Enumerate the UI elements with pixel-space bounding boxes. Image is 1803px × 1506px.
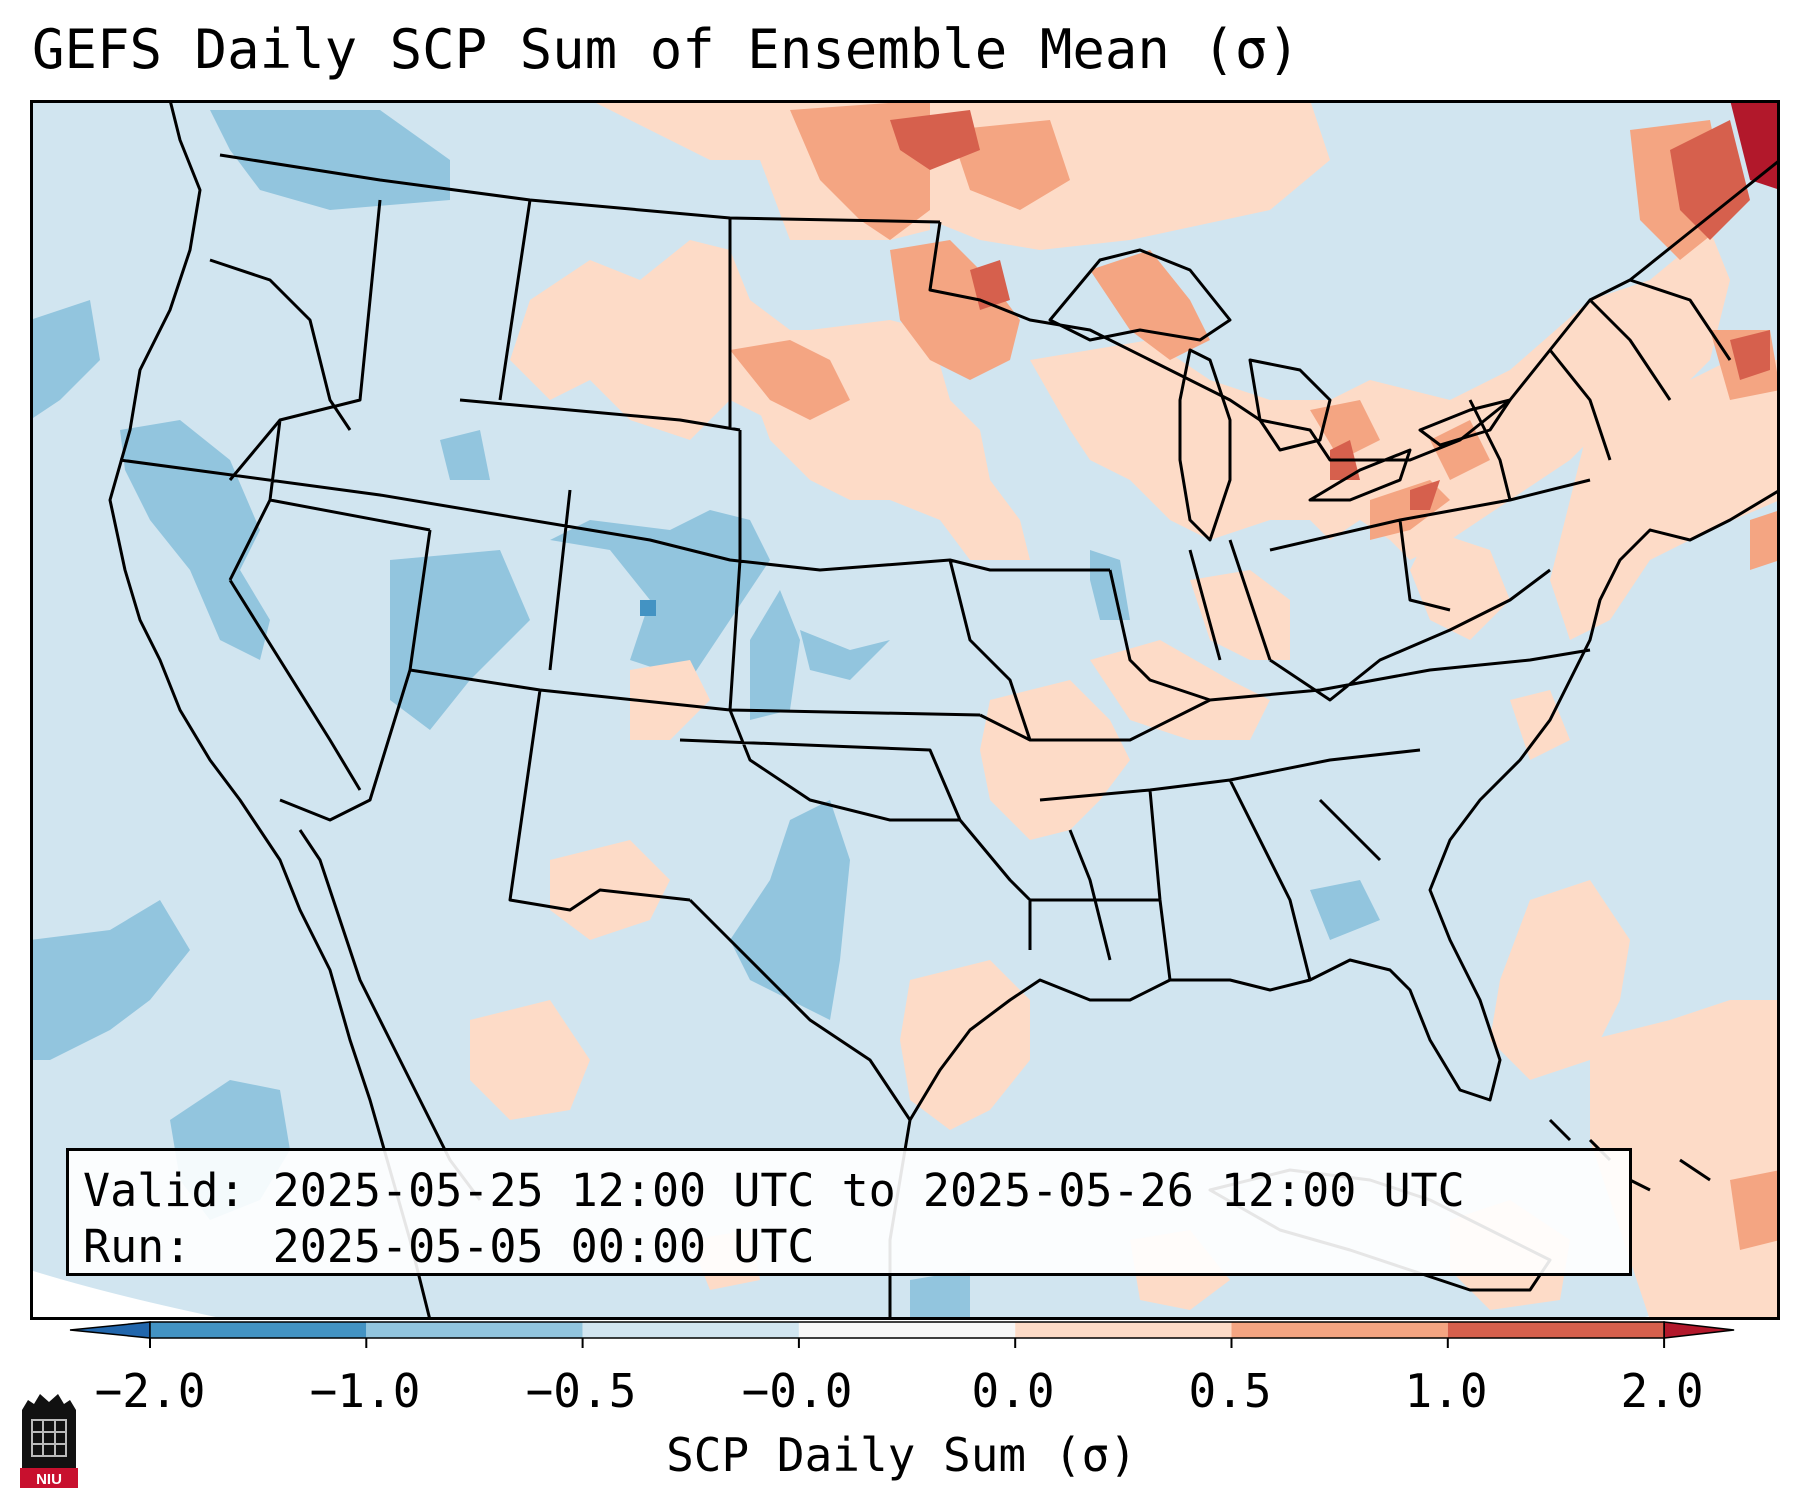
colorbar-segment xyxy=(582,1322,799,1338)
lake-superior xyxy=(1048,248,1232,342)
colorbar-tick-label: 1.0 xyxy=(1404,1364,1488,1418)
lake-huron xyxy=(1248,358,1332,452)
valid-run-info-box: Valid: 2025-05-25 12:00 UTC to 2025-05-2… xyxy=(66,1148,1632,1276)
geographic-borders xyxy=(108,100,1780,1320)
colorbar-tick-label: 2.0 xyxy=(1620,1364,1704,1418)
extreme-positive-cell xyxy=(1730,100,1780,190)
strong-positive-patches xyxy=(890,110,1770,510)
colorbar xyxy=(69,1321,1735,1348)
lake-ontario xyxy=(1418,398,1512,447)
colorbar-segment xyxy=(150,1322,367,1338)
colorbar-tick-label: −2.0 xyxy=(94,1364,206,1418)
strong-negative-cell xyxy=(640,600,656,616)
lake-michigan xyxy=(1178,348,1232,542)
great-lakes-shore xyxy=(928,158,1780,462)
valid-label: Valid: xyxy=(83,1164,246,1217)
colorbar-tick-label: 0.0 xyxy=(971,1364,1055,1418)
valid-value: 2025-05-25 12:00 UTC to 2025-05-26 12:00… xyxy=(272,1164,1465,1217)
colorbar-tick-label: −1.0 xyxy=(309,1364,421,1418)
colorbar-segment xyxy=(1231,1322,1448,1338)
colorbar-label: SCP Daily Sum (σ) xyxy=(666,1428,1137,1482)
colorbar-tick-label: −0.5 xyxy=(525,1364,637,1418)
colorbar-extend-high xyxy=(1663,1321,1735,1339)
colorbar-segment xyxy=(366,1322,583,1338)
map-title: GEFS Daily SCP Sum of Ensemble Mean (σ) xyxy=(32,18,1300,81)
run-value: 2025-05-05 00:00 UTC xyxy=(272,1220,815,1273)
west-coastline xyxy=(108,100,432,1320)
svg-text:NIU: NIU xyxy=(36,1471,62,1488)
scp-map xyxy=(30,100,1780,1320)
colorbar-segment xyxy=(798,1322,1016,1338)
colorbar-tick-label: −0.0 xyxy=(741,1364,853,1418)
colorbar-outline xyxy=(149,1321,1665,1339)
east-coastline xyxy=(888,488,1780,1320)
state-borders xyxy=(119,199,1732,1121)
colorbar-segment xyxy=(1015,1322,1232,1338)
lake-erie xyxy=(1308,448,1412,502)
niu-logo: NIU xyxy=(20,1394,78,1488)
colorbar-tick-label: 0.5 xyxy=(1188,1364,1272,1418)
run-label: Run: xyxy=(83,1220,192,1273)
colorbar-extend-low xyxy=(69,1321,151,1339)
colorbar-segment xyxy=(1447,1322,1665,1338)
projection-edge-left xyxy=(30,1270,230,1320)
map-frame xyxy=(30,100,1780,1320)
moderate-positive-patches xyxy=(730,100,1780,1250)
